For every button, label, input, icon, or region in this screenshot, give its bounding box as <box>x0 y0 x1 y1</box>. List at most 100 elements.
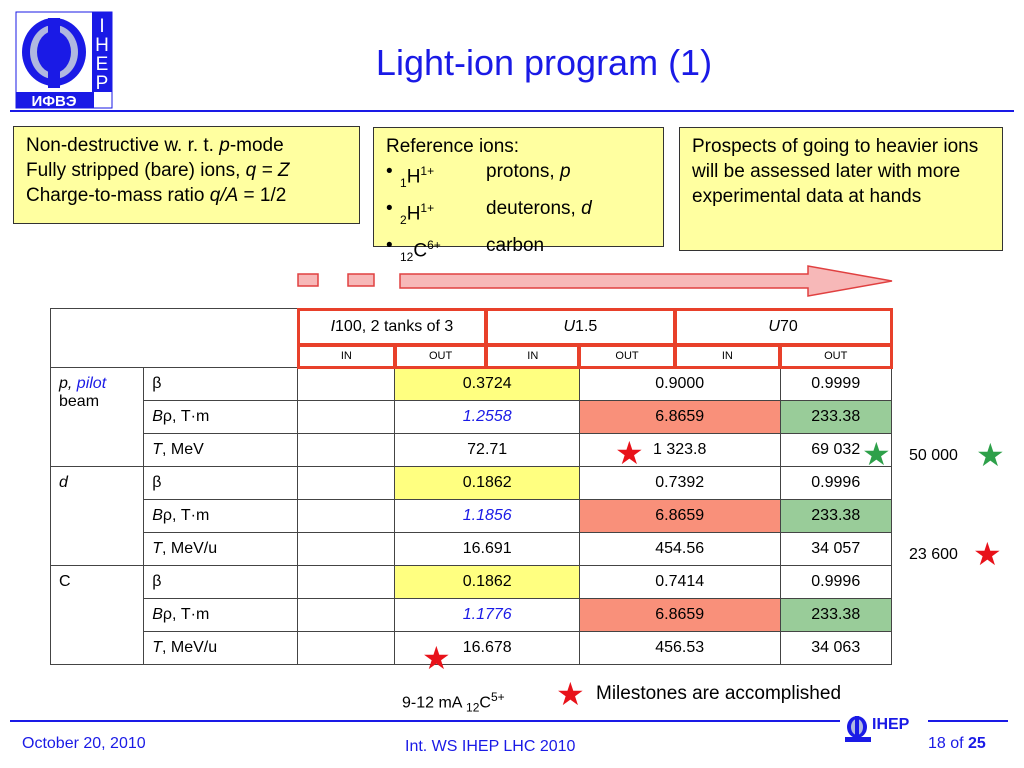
logo-cyrillic: ИФВЭ <box>31 93 76 110</box>
quantity-label: β <box>143 466 299 500</box>
table-row: p, pilot beam β 0.3724 0.9000 0.9999 <box>49 367 892 467</box>
quantity-label: β <box>143 565 299 599</box>
in-header: IN <box>673 343 782 369</box>
logo-letter: I <box>99 16 104 37</box>
proton-energy-note: 50 000 <box>909 447 958 464</box>
green-star-icon: ★ <box>976 437 1005 473</box>
table-row: Bρ, T·m 1.2558 6.8659 233.38 <box>51 400 892 434</box>
ion-row: • 12C6+ carbon <box>386 235 545 265</box>
value-cell: 233.38 <box>779 598 892 632</box>
value-cell: 1.2558 <box>394 400 580 434</box>
value-cell: 1.1776 <box>394 598 580 632</box>
footer-logo-text: IHEP <box>872 716 910 733</box>
table-row: Bρ, T·m 1.1776 6.8659 233.38 <box>51 598 892 632</box>
footer-event: Int. WS IHEP LHC 2010 <box>405 738 576 755</box>
value-cell: 6.8659 <box>578 499 781 533</box>
value-cell: 0.9999 <box>779 367 892 401</box>
value-cell: 16.691 <box>394 532 580 566</box>
ihep-logo: I H E P ИФВЭ <box>15 11 113 110</box>
value-cell <box>297 565 396 599</box>
table-row: C β 0.1862 0.7414 0.9996 <box>49 565 892 665</box>
value-cell: 0.1862 <box>394 466 580 500</box>
species-label-deuteron: d <box>49 466 145 566</box>
deuteron-energy-note: 23 600 <box>909 546 958 563</box>
value-cell <box>297 400 396 434</box>
mode-info-box: Non-destructive w. r. t. p-mode Fully st… <box>13 126 360 224</box>
species-label-carbon: C <box>49 565 145 665</box>
footer-rule-left <box>10 720 840 722</box>
value-cell <box>297 499 396 533</box>
red-star-icon: ★ <box>556 676 585 712</box>
value-cell <box>297 631 396 665</box>
stripping-line: Fully stripped (bare) ions, q = Z <box>26 160 290 181</box>
table-row: T, MeV/u 16.678 456.53 34 063 <box>51 631 892 665</box>
page-title: Light-ion program (1) <box>375 42 713 83</box>
value-cell: 456.53 <box>578 631 781 665</box>
table-row: T, MeV 72.71 1 323.8 69 032 <box>51 433 892 467</box>
header-corner <box>49 308 299 368</box>
value-cell <box>297 598 396 632</box>
carbon-current-note: 9-12 mA 12C5+ <box>402 690 505 715</box>
progress-arrow <box>297 265 893 297</box>
ion-row: • 2H1+ deuterons, d <box>386 198 592 228</box>
logo-letter: E <box>96 54 109 75</box>
value-cell <box>297 367 396 401</box>
value-cell: 6.8659 <box>578 400 781 434</box>
prospects-box: Prospects of going to heavier ions will … <box>679 127 1003 251</box>
quantity-label: β <box>143 367 299 401</box>
header-rule <box>10 110 1014 112</box>
charge-ratio-line: Charge-to-mass ratio q/A = 1/2 <box>26 185 287 206</box>
quantity-label: Bρ, T·m <box>143 499 299 533</box>
red-star-icon: ★ <box>973 536 1002 572</box>
beam-parameters-table: I100, 2 tanks of 3 U1.5 U70 IN OUT IN OU… <box>49 307 893 665</box>
quantity-label: T, MeV/u <box>143 532 299 566</box>
value-cell: 0.3724 <box>394 367 580 401</box>
value-cell: 0.1862 <box>394 565 580 599</box>
value-cell: 0.7414 <box>578 565 781 599</box>
value-cell: 233.38 <box>779 400 892 434</box>
table-row: Bρ, T·m 1.1856 6.8659 233.38 <box>51 499 892 533</box>
reference-ions-box: Reference ions: • 1H1+ protons, p • 2H1+… <box>373 127 664 264</box>
value-cell: 233.38 <box>779 499 892 533</box>
red-star-icon: ★ <box>422 640 451 676</box>
header-group-u70: U70 <box>673 307 893 346</box>
value-cell: 0.9996 <box>779 565 892 599</box>
header-group-i100: I100, 2 tanks of 3 <box>296 307 488 346</box>
value-cell: 16.678 <box>394 631 580 665</box>
value-cell: 34 057 <box>779 532 892 566</box>
value-cell: 34 063 <box>779 631 892 665</box>
value-cell <box>297 433 396 467</box>
value-cell: 0.7392 <box>578 466 781 500</box>
value-cell <box>297 466 396 500</box>
table-row: d β 0.1862 0.7392 0.9996 <box>49 466 892 566</box>
quantity-label: Bρ, T·m <box>143 400 299 434</box>
reference-ions-heading: Reference ions: <box>386 136 520 157</box>
in-header: IN <box>296 343 396 369</box>
value-cell: 0.9996 <box>779 466 892 500</box>
value-cell: 1 323.8 <box>578 433 781 467</box>
value-cell: 72.71 <box>394 433 580 467</box>
ion-row: • 1H1+ protons, p <box>386 161 571 191</box>
page-number: 18 of 25 <box>928 735 986 752</box>
quantity-label: T, MeV/u <box>143 631 299 665</box>
table-row: T, MeV/u 16.691 454.56 34 057 <box>51 532 892 566</box>
value-cell: 1.1856 <box>394 499 580 533</box>
logo-letter: P <box>96 73 109 94</box>
out-header: OUT <box>578 343 676 369</box>
species-label-proton: p, pilot beam <box>49 367 145 467</box>
quantity-label: Bρ, T·m <box>143 598 299 632</box>
milestone-legend: Milestones are accomplished <box>596 683 842 704</box>
value-cell <box>297 532 396 566</box>
out-header: OUT <box>393 343 488 369</box>
footer-rule-right <box>928 720 1008 722</box>
in-header: IN <box>485 343 581 369</box>
header-row: I100, 2 tanks of 3 U1.5 U70 <box>49 307 893 368</box>
ihep-small-logo-icon <box>845 716 871 742</box>
quantity-label: T, MeV <box>143 433 299 467</box>
green-star-icon: ★ <box>862 436 891 472</box>
red-star-icon: ★ <box>615 435 644 471</box>
out-header: OUT <box>779 343 893 369</box>
value-cell: 6.8659 <box>578 598 781 632</box>
header-group-u15: U1.5 <box>485 307 676 346</box>
value-cell: 454.56 <box>578 532 781 566</box>
